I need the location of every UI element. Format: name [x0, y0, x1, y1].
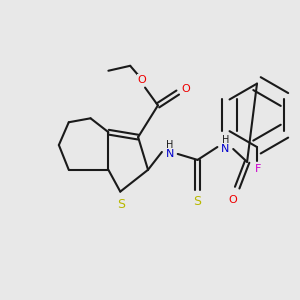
Text: O: O	[229, 194, 238, 205]
Text: N: N	[221, 144, 230, 154]
Text: S: S	[117, 198, 125, 211]
Text: O: O	[138, 75, 146, 85]
Text: S: S	[194, 195, 202, 208]
Text: H: H	[222, 135, 229, 145]
Text: N: N	[166, 149, 174, 159]
Text: F: F	[255, 164, 261, 174]
Text: H: H	[166, 140, 173, 150]
Text: O: O	[181, 84, 190, 94]
